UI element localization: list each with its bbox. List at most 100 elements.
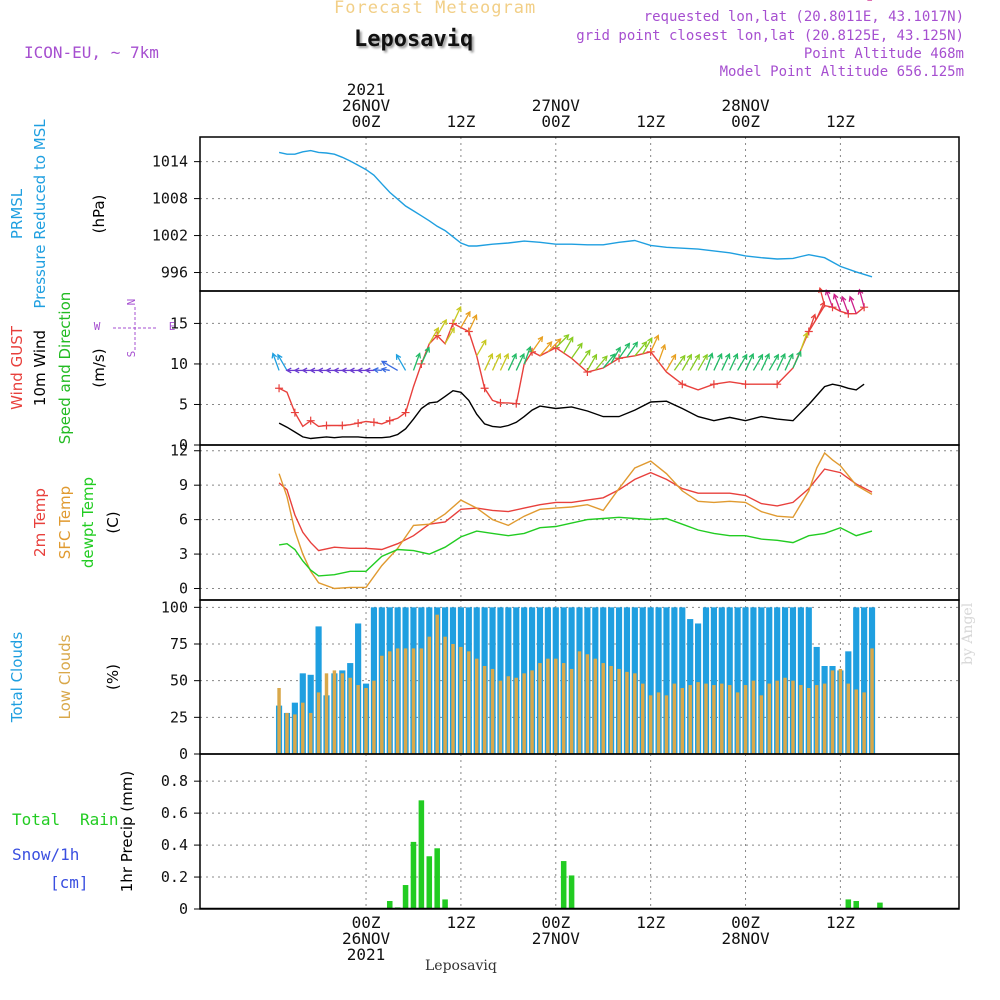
low-cloud-bar bbox=[546, 658, 550, 754]
gust-marker bbox=[741, 380, 750, 389]
gust-marker bbox=[385, 416, 394, 425]
low-cloud-bar bbox=[672, 683, 677, 754]
wind-arrow-head bbox=[653, 334, 660, 341]
wind-axis-label: Wind GUST bbox=[8, 325, 26, 410]
low-cloud-bar bbox=[301, 702, 305, 754]
wind-arrow-head bbox=[857, 288, 864, 295]
wind-arrow-head bbox=[641, 341, 648, 348]
clouds-ytick-label: 50 bbox=[170, 672, 188, 690]
wind-direction-arrow bbox=[610, 347, 621, 364]
wind-direction-arrow bbox=[395, 354, 407, 371]
wind-arrow-head bbox=[271, 352, 278, 359]
wind-arrow-head bbox=[380, 360, 388, 367]
low-cloud-bar bbox=[775, 680, 779, 754]
wind-arrow-head bbox=[840, 295, 847, 302]
bottom-time-label: 00Z bbox=[352, 913, 381, 932]
wind-direction-arrow bbox=[768, 354, 779, 371]
wind-arrow-head bbox=[601, 355, 608, 362]
low-cloud-bar bbox=[807, 688, 811, 754]
legend-rain: Rain bbox=[80, 810, 119, 829]
total-cloud-bar bbox=[726, 607, 733, 754]
wind-arrow-head bbox=[732, 352, 739, 360]
gust-marker bbox=[496, 398, 505, 407]
low-cloud-bar bbox=[316, 692, 321, 754]
wind-ytick-label: 15 bbox=[170, 314, 188, 332]
rain-bar bbox=[877, 902, 883, 909]
wind-direction-arrow bbox=[657, 344, 666, 363]
wind-direction-arrow bbox=[420, 347, 430, 365]
wind-direction-arrow bbox=[272, 353, 280, 371]
rain-bar bbox=[426, 856, 433, 909]
wind-arrow-head bbox=[702, 353, 708, 360]
total-cloud-bar bbox=[655, 607, 662, 754]
wind-arrow-head bbox=[456, 305, 462, 313]
wind-arrow-head bbox=[415, 352, 422, 359]
pressure-series-prmsl bbox=[278, 149, 873, 278]
low-cloud-bar bbox=[814, 685, 819, 754]
wind-ytick-label: 0 bbox=[179, 436, 188, 454]
total-cloud-bar bbox=[734, 607, 741, 754]
low-cloud-bar bbox=[506, 676, 511, 754]
gust-marker bbox=[306, 416, 315, 425]
total-cloud-bar bbox=[702, 607, 710, 754]
top-time-label: 28NOV bbox=[721, 96, 770, 115]
low-cloud-bar bbox=[822, 683, 827, 754]
wind-direction-arrow bbox=[681, 354, 692, 371]
low-cloud-bar bbox=[530, 670, 534, 754]
wind-direction-arrow bbox=[642, 337, 653, 355]
clouds-ytick-label: 25 bbox=[170, 708, 188, 726]
total-cloud-bar bbox=[663, 607, 670, 754]
wind-arrow-head bbox=[647, 337, 653, 344]
rain-bar bbox=[434, 848, 440, 909]
bottom-time-label: 12Z bbox=[826, 913, 855, 932]
wind-axis-label: 10m Wind bbox=[31, 330, 49, 406]
wind-series-10m-wind bbox=[278, 383, 865, 440]
low-cloud-bar bbox=[467, 651, 471, 754]
gust-marker bbox=[290, 408, 299, 417]
total-cloud-bar bbox=[742, 607, 749, 754]
wind-arrow-head bbox=[380, 366, 387, 373]
wind-direction-arrow bbox=[618, 343, 630, 359]
low-cloud-bar bbox=[601, 663, 605, 754]
wind-arrow-head bbox=[495, 352, 502, 360]
wind-arrow-head bbox=[332, 367, 340, 374]
wind-direction-arrow bbox=[752, 354, 764, 371]
wind-direction-arrow bbox=[444, 327, 455, 345]
wind-arrow-head bbox=[568, 336, 574, 343]
wind-arrow-head bbox=[717, 352, 723, 360]
wind-direction-arrow bbox=[634, 341, 647, 357]
total-cloud-bar bbox=[639, 607, 646, 754]
wind-arrow-head bbox=[773, 353, 779, 360]
pressure-axis-label: PRMSL bbox=[8, 188, 26, 239]
low-cloud-bar bbox=[696, 682, 700, 754]
top-time-label: 00Z bbox=[541, 112, 570, 131]
precip-panel-frame bbox=[199, 753, 960, 910]
wind-arrow-head bbox=[780, 352, 786, 360]
low-cloud-bar bbox=[277, 688, 281, 754]
top-time-label: 00Z bbox=[352, 112, 381, 131]
wind-direction-arrow bbox=[858, 289, 865, 308]
wind-arrow-head bbox=[301, 367, 308, 374]
low-cloud-bar bbox=[498, 680, 503, 754]
wind-arrow-head bbox=[503, 352, 510, 360]
low-cloud-bar bbox=[332, 670, 337, 754]
bottom-time-label: 28NOV bbox=[721, 929, 770, 948]
wind-direction-arrow bbox=[531, 336, 543, 353]
low-cloud-bar bbox=[648, 695, 653, 754]
temp-axis-label: SFC Temp bbox=[56, 486, 74, 559]
wind-direction-arrow bbox=[729, 353, 738, 371]
clouds-axis-label: Total Clouds bbox=[8, 632, 26, 724]
top-time-label: 12Z bbox=[446, 112, 475, 131]
low-cloud-bar bbox=[372, 680, 376, 754]
low-cloud-bar bbox=[743, 685, 748, 754]
clouds-axis-label: (%) bbox=[104, 664, 122, 690]
wind-arrow-head bbox=[757, 353, 764, 360]
total-cloud-bar bbox=[710, 607, 717, 754]
wind-arrow-head bbox=[487, 352, 494, 360]
precip-ytick-label: 0.6 bbox=[161, 804, 188, 822]
requested-coords: requested lon,lat (20.8011E, 43.1017N) bbox=[643, 9, 964, 25]
low-cloud-bar bbox=[356, 685, 360, 754]
rain-bar bbox=[845, 899, 852, 909]
bottom-time-label: 26NOV bbox=[342, 929, 391, 948]
temp-ytick-label: 0 bbox=[179, 580, 188, 598]
